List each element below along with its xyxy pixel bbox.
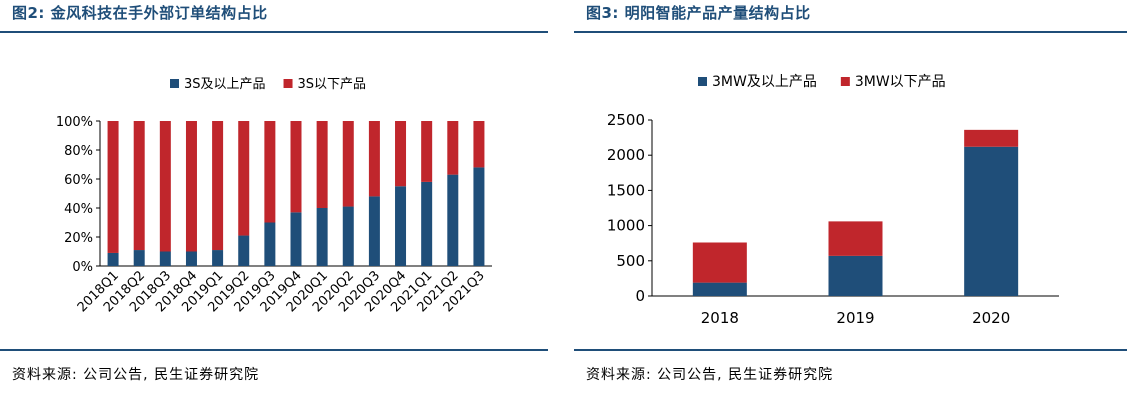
left-y-tick-label-4: 80%: [64, 144, 93, 159]
left-source-note: 资料来源: 公司公告, 民生证券研究院: [12, 367, 260, 383]
left-bar-1-11: [395, 121, 407, 187]
right-figure-title: 图3: 明阳智能产品产量结构占比: [586, 4, 811, 22]
left-bar-1-0: [107, 121, 119, 253]
left-bar-1-14: [473, 121, 485, 168]
right-bar-0-1: [828, 255, 883, 296]
right-x-tick-label-0: 2018: [701, 309, 739, 327]
left-bar-0-9: [342, 206, 354, 266]
left-bar-0-5: [238, 235, 250, 266]
left-bar-1-2: [159, 121, 171, 252]
right-bar-0-2: [964, 146, 1019, 296]
left-y-tick-label-0: 0%: [72, 260, 93, 275]
right-title-rule: [574, 31, 1127, 33]
right-y-tick-label-5: 2500: [607, 111, 645, 129]
left-chart: 3S及以上产品 3S以下产品0%20%40%60%80%100%2018Q1201…: [56, 77, 492, 315]
left-bar-0-1: [133, 250, 145, 266]
right-chart: 3MW及以上产品 3MW以下产品 0 500 1000 1500 2000 2500 2018 2…: [607, 74, 1059, 327]
left-bar-1-12: [421, 121, 433, 182]
right-figure-panel: 图3: 明阳智能产品产量结构占比 3MW及以上产品 3MW以下产品 0 500 1000…: [574, 0, 1127, 407]
left-bar-0-11: [395, 186, 407, 266]
right-x-tick-label-2: 2020: [972, 309, 1010, 327]
right-y-tick-label-2: 1000: [607, 217, 645, 235]
right-y-tick-label-3: 1500: [607, 181, 645, 199]
left-legend-swatch-0: [170, 79, 179, 88]
left-bar-0-0: [107, 252, 119, 266]
left-bar-1-6: [264, 121, 276, 223]
left-bar-0-7: [290, 212, 302, 266]
left-legend-label-1: 3S以下产品: [298, 77, 367, 92]
left-source-rule: [0, 349, 548, 351]
left-bar-0-4: [212, 250, 224, 266]
right-source-note: 资料来源: 公司公告, 民生证券研究院: [586, 367, 834, 383]
left-y-tick-label-2: 40%: [64, 202, 93, 217]
right-legend-label-0: 3MW及以上产品: [712, 74, 817, 90]
right-source-rule: [574, 349, 1127, 351]
left-bar-0-14: [473, 167, 485, 266]
left-title-rule: [0, 31, 548, 33]
left-bar-1-13: [447, 121, 459, 175]
left-y-tick-label-1: 20%: [64, 231, 93, 246]
left-bar-0-2: [159, 251, 171, 266]
right-bar-1-1: [828, 221, 883, 256]
left-legend-swatch-1: [283, 79, 293, 88]
left-bar-1-5: [238, 121, 250, 236]
right-legend-label-1: 3MW以下产品: [855, 74, 946, 90]
right-legend-swatch-1: [840, 77, 850, 86]
left-bar-1-9: [342, 121, 354, 207]
right-bar-1-0: [692, 242, 747, 283]
left-bar-0-13: [447, 174, 459, 266]
right-bar-0-0: [692, 282, 747, 296]
right-legend-swatch-0: [698, 77, 707, 86]
left-legend-label-0: 3S及以上产品: [184, 77, 266, 92]
right-y-tick-label-1: 500: [616, 252, 645, 270]
left-bar-1-1: [133, 121, 145, 251]
right-x-tick-label-1: 2019: [836, 309, 874, 327]
left-bar-1-10: [368, 121, 380, 197]
left-bar-0-6: [264, 222, 276, 266]
left-bar-0-10: [368, 196, 380, 266]
left-figure-panel: 图2: 金风科技在手外部订单结构占比 3S及以上产品 3S以下产品 0% 20% 40%…: [0, 0, 548, 407]
left-y-tick-label-5: 100%: [56, 115, 93, 130]
left-bar-0-12: [421, 181, 433, 266]
left-bar-1-7: [290, 121, 302, 213]
left-bar-0-8: [316, 208, 328, 266]
left-figure-title: 图2: 金风科技在手外部订单结构占比: [12, 4, 268, 22]
left-bar-1-8: [316, 121, 328, 208]
right-y-tick-label-4: 2000: [607, 146, 645, 164]
left-bar-1-4: [212, 121, 224, 251]
right-bar-1-2: [964, 129, 1019, 147]
right-y-tick-label-0: 0: [635, 287, 645, 305]
left-bar-1-3: [185, 121, 197, 252]
left-y-tick-label-3: 60%: [64, 173, 93, 188]
left-bar-0-3: [185, 251, 197, 266]
